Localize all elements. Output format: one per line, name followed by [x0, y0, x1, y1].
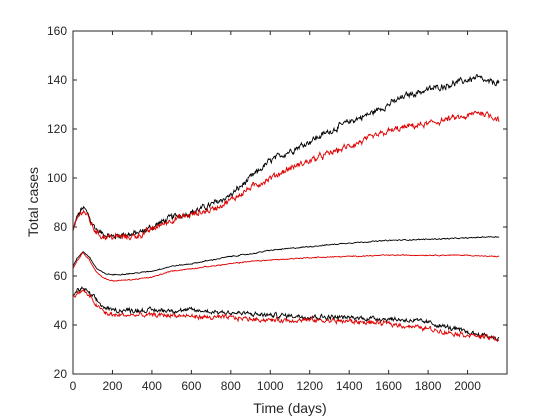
series-line-6-red	[72, 288, 500, 342]
x-tick-label: 1400	[336, 379, 363, 393]
series-line-2-red	[72, 110, 500, 241]
x-tick-label: 0	[70, 379, 77, 393]
x-tick-label: 1200	[296, 379, 323, 393]
y-axis-title: Total cases	[25, 167, 41, 237]
x-tick-label: 400	[142, 379, 162, 393]
axes-box	[72, 30, 508, 375]
x-tick-label: 2000	[454, 379, 481, 393]
series-line-4-red	[72, 251, 500, 282]
y-tick-label: 160	[47, 24, 67, 38]
axes-layer: 0 200 400 600 800 1000 1200 1400 1600 1800 2000 20 4…	[47, 24, 508, 393]
plot-area	[73, 31, 507, 374]
x-tick-label: 200	[102, 379, 122, 393]
y-tick-label: 120	[47, 122, 67, 136]
y-tick-label: 100	[47, 171, 67, 185]
x-tick-label: 600	[181, 379, 201, 393]
x-tick-label: 1800	[415, 379, 442, 393]
y-tick-label: 80	[54, 220, 68, 234]
y-tick-label: 60	[54, 269, 68, 283]
y-tick-label: 40	[54, 318, 68, 332]
y-tick-label: 20	[54, 367, 68, 381]
series-layer	[72, 74, 500, 342]
x-tick-label: 1000	[257, 379, 284, 393]
series-line-3-black	[72, 236, 500, 276]
series-line-5-black	[72, 285, 500, 342]
x-tick-label: 1600	[375, 379, 402, 393]
x-tick-label: 800	[221, 379, 241, 393]
y-tick-label: 140	[47, 73, 67, 87]
x-axis-title: Time (days)	[253, 400, 326, 416]
series-line-1-black	[72, 74, 500, 240]
